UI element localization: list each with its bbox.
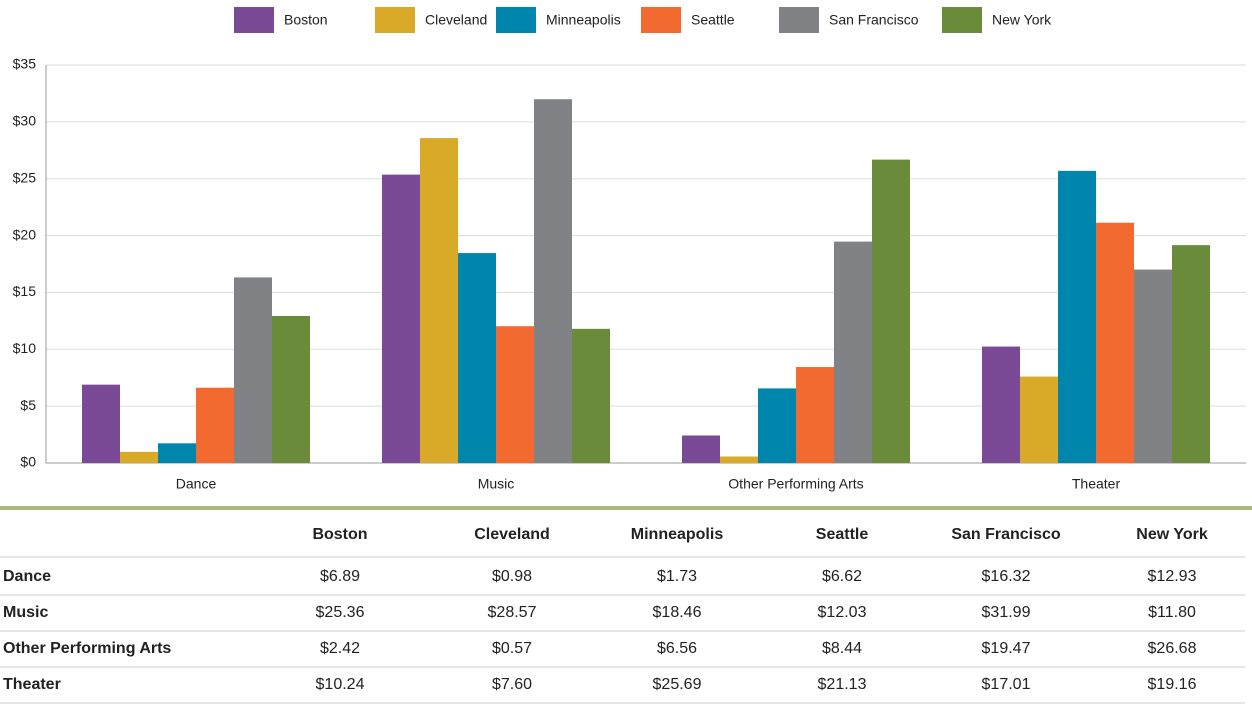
- bar: [120, 451, 158, 463]
- bar: [982, 346, 1020, 463]
- table-cell: $19.47: [982, 640, 1031, 657]
- legend-label: Minneapolis: [546, 12, 621, 28]
- legend-label: San Francisco: [829, 12, 919, 28]
- table-cell: $19.16: [1148, 676, 1197, 693]
- bar: [682, 435, 720, 463]
- y-tick-label: $35: [13, 56, 37, 72]
- table-cell: $10.24: [316, 676, 365, 693]
- bar: [720, 456, 758, 463]
- y-tick-label: $5: [20, 397, 36, 413]
- legend-label: New York: [992, 12, 1052, 28]
- y-tick-label: $20: [13, 226, 37, 242]
- legend-label: Seattle: [691, 12, 735, 28]
- bar: [458, 253, 496, 463]
- row-label: Theater: [3, 676, 61, 693]
- table-header: New York: [1136, 526, 1208, 543]
- legend-swatch: [942, 7, 982, 33]
- bar: [1096, 222, 1134, 463]
- legend-swatch: [641, 7, 681, 33]
- table-cell: $18.46: [653, 604, 702, 621]
- bar: [234, 277, 272, 463]
- x-tick-label: Music: [478, 476, 515, 492]
- bar: [158, 443, 196, 463]
- table-cell: $2.42: [320, 640, 360, 657]
- bar: [420, 138, 458, 463]
- table-cell: $0.57: [492, 640, 532, 657]
- table-header: Minneapolis: [631, 526, 724, 543]
- x-tick-label: Theater: [1072, 476, 1121, 492]
- legend-label: Cleveland: [425, 12, 487, 28]
- table-cell: $6.56: [657, 640, 697, 657]
- bar: [1020, 376, 1058, 463]
- table-cell: $12.03: [818, 604, 867, 621]
- table-header: Boston: [312, 526, 367, 543]
- table-cell: $8.44: [822, 640, 862, 657]
- bar: [534, 99, 572, 463]
- legend-swatch: [375, 7, 415, 33]
- bar: [1172, 245, 1210, 463]
- table-cell: $26.68: [1148, 640, 1197, 657]
- bar: [796, 367, 834, 463]
- bar: [496, 326, 534, 463]
- table-cell: $31.99: [982, 604, 1031, 621]
- table-cell: $16.32: [982, 568, 1031, 585]
- legend-swatch: [234, 7, 274, 33]
- table-cell: $1.73: [657, 568, 697, 585]
- bar: [872, 159, 910, 463]
- x-tick-label: Other Performing Arts: [728, 476, 863, 492]
- row-label: Other Performing Arts: [3, 640, 171, 657]
- bar: [82, 384, 120, 463]
- bar: [272, 315, 310, 463]
- x-tick-label: Dance: [176, 476, 217, 492]
- table-rule: [0, 506, 1252, 510]
- legend-label: Boston: [284, 12, 328, 28]
- bar: [382, 174, 420, 463]
- y-tick-label: $30: [13, 113, 37, 129]
- table-cell: $0.98: [492, 568, 532, 585]
- row-label: Dance: [3, 568, 51, 585]
- bar: [572, 328, 610, 463]
- table-cell: $7.60: [492, 676, 532, 693]
- y-tick-label: $25: [13, 169, 37, 185]
- legend-swatch: [496, 7, 536, 33]
- table-cell: $21.13: [818, 676, 867, 693]
- table-cell: $6.62: [822, 568, 862, 585]
- table-cell: $25.36: [316, 604, 365, 621]
- y-tick-label: $0: [20, 454, 36, 470]
- table-cell: $28.57: [488, 604, 537, 621]
- bar: [1058, 170, 1096, 464]
- legend-swatch: [779, 7, 819, 33]
- bar: [834, 241, 872, 463]
- table-cell: $17.01: [982, 676, 1031, 693]
- bar: [758, 388, 796, 463]
- table-header: Cleveland: [474, 526, 550, 543]
- table-header: San Francisco: [951, 526, 1061, 543]
- table-cell: $11.80: [1148, 604, 1196, 621]
- row-label: Music: [3, 604, 48, 621]
- table-cell: $6.89: [320, 568, 360, 585]
- table-cell: $12.93: [1148, 568, 1197, 585]
- y-tick-label: $10: [13, 340, 37, 356]
- bar: [196, 387, 234, 463]
- y-tick-label: $15: [13, 283, 37, 299]
- table-header: Seattle: [816, 526, 869, 543]
- table-cell: $25.69: [653, 676, 702, 693]
- bar: [1134, 269, 1172, 463]
